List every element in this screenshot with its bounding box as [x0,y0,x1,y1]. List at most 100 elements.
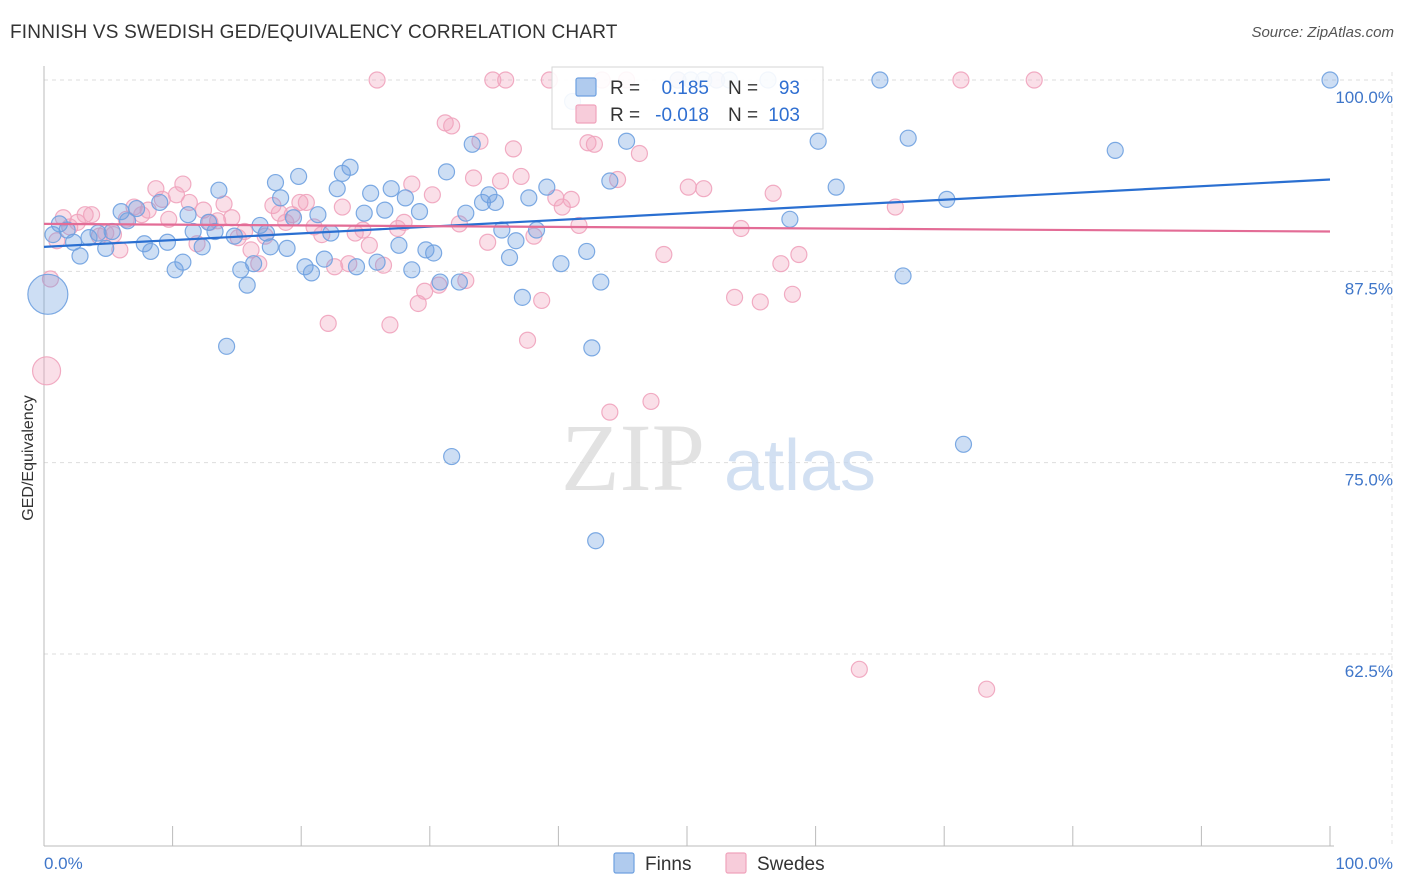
point-finns [617,132,636,150]
point-swedes [297,193,315,212]
y-tick-label: 100.0% [1335,88,1393,107]
point-swedes [679,178,697,196]
point-finns [179,206,197,224]
point-finns [527,221,546,239]
watermark-zip: ZIP [561,404,705,511]
point-finns [174,253,192,271]
point-finns [457,204,475,222]
point-finns [151,193,169,212]
point-swedes [655,245,673,264]
point-swedes [533,291,551,310]
stats-r-label: R = [610,78,640,99]
stats-box: R = 0.185 N = 93 R = -0.018 N = 103 [551,66,824,130]
point-swedes [291,193,309,212]
point-finns [390,236,408,254]
point-swedes [360,236,378,254]
trendlines [43,178,1331,248]
point-swedes [504,140,522,158]
point-finns [410,203,429,221]
point-swedes [223,209,241,227]
point-finns [827,178,845,196]
y-tick-labels: 62.5% 75.0% 87.5% 100.0% [1335,88,1393,681]
point-finns [218,337,236,355]
point-finns [899,129,917,147]
point-finns [520,189,538,207]
point-swedes [319,314,337,332]
point-finns [142,242,160,261]
x-tick-label-min: 0.0% [44,854,83,873]
point-finns [278,239,296,257]
point-finns [954,435,973,453]
point-finns [296,258,314,276]
point-finns [206,222,224,241]
point-finns [538,178,556,196]
y-tick-label: 62.5% [1345,662,1393,681]
trendline-finns [43,178,1331,248]
point-swedes [725,288,744,306]
x-tick-label-max: 100.0% [1335,854,1393,873]
point-swedes [751,293,769,311]
point-swedes [82,206,101,224]
point-finns [513,288,531,306]
point-swedes [457,271,475,290]
point-finns [27,273,69,315]
point-swedes [790,245,808,264]
point-finns [601,172,619,190]
point-swedes [381,316,399,334]
point-swedes [250,255,268,273]
point-finns [463,135,481,153]
series-swedes-points [31,71,1043,698]
point-swedes [585,135,604,153]
point-swedes [403,175,421,193]
point-swedes [562,190,580,208]
point-finns [486,193,504,212]
point-swedes [180,193,198,212]
point-swedes [579,134,597,152]
stats-n-value-finns: 93 [779,78,800,99]
point-swedes [850,660,868,678]
point-finns [290,167,308,186]
point-finns [507,232,525,250]
point-finns [266,173,285,192]
point-swedes [783,285,802,303]
point-finns [425,244,443,262]
point-swedes [479,233,497,251]
point-finns [443,447,461,466]
point-swedes [167,186,186,204]
point-finns [894,267,912,285]
point-swedes [630,144,649,163]
point-finns [71,247,89,265]
point-swedes [76,206,94,224]
point-swedes [491,172,510,190]
point-finns [347,258,366,276]
legend-label-finns: Finns [645,854,691,875]
point-finns [552,255,570,273]
point-finns [210,181,228,199]
point-finns [309,206,327,224]
trendline-swedes [43,222,1331,233]
point-swedes [147,180,165,198]
point-swedes [772,255,790,273]
point-finns [450,273,468,291]
point-finns [284,209,303,227]
stats-n-value-swedes: 103 [768,105,800,126]
series-finns-points [27,71,1339,550]
legend-swatch-swedes [725,852,747,874]
y-tick-label: 75.0% [1345,471,1393,490]
point-finns [328,180,346,198]
axes [43,66,1334,847]
stats-swatch-swedes [575,104,597,124]
point-finns [200,213,218,231]
point-finns [809,132,827,150]
stats-r-label: R = [610,105,640,126]
legend: Finns Swedes [613,852,825,875]
point-swedes [695,180,713,198]
point-finns [403,261,421,279]
point-swedes [464,169,483,187]
point-finns [382,180,400,198]
gridlines [44,72,1393,846]
point-finns [127,199,146,218]
y-tick-label: 87.5% [1345,279,1393,298]
point-swedes [764,184,782,202]
